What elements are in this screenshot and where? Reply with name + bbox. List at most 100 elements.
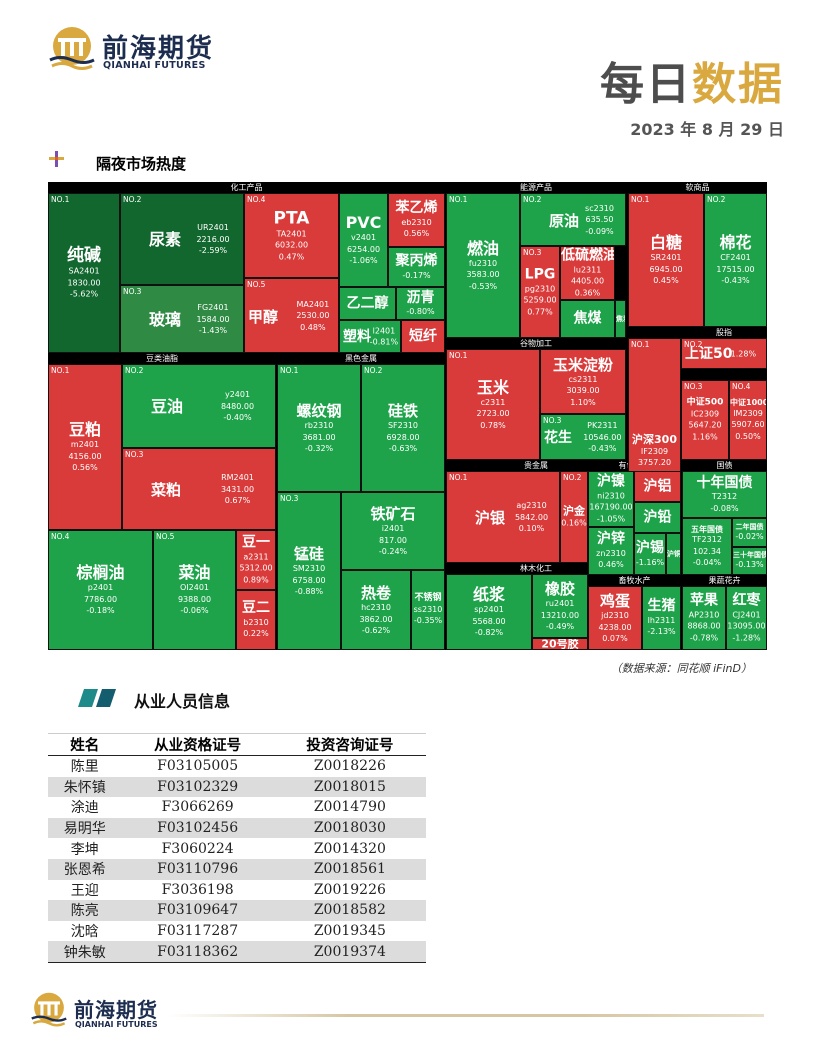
footer-brand-cn: 前海期货 (74, 998, 158, 1022)
table-row: 陈里 F03105005 Z0018226 (48, 756, 426, 777)
cell-price: 1584.00 (196, 314, 230, 324)
cell-price: 5647.20 (688, 420, 722, 430)
cell-change: -1.05% (596, 514, 626, 524)
cell-code: FG2401 (197, 302, 229, 312)
table-row: 陈亮 F03109647 Z0018582 (48, 900, 426, 921)
brand-logo-mark-icon (49, 27, 95, 70)
cell-name: 甲醇 (248, 307, 279, 326)
cell-code: m2401 (70, 440, 100, 450)
cell-content: 豆二 b2310 0.22% (237, 600, 275, 640)
cell-change: 1.16% (692, 432, 718, 442)
cell-rank: NO.1 (51, 366, 70, 375)
cell-name: 锰硅 (293, 544, 324, 563)
cell-price: 3757.20 (637, 458, 672, 468)
cell-code: zn2310 (596, 548, 626, 558)
table-cell: 沈晗 (70, 924, 99, 941)
cell-content: 中证1000 IM2309 5907.60 0.50% (730, 398, 766, 442)
table-row: 张恩希 F03110796 Z0018561 (48, 858, 426, 880)
cell-code: cs2311 (568, 374, 598, 384)
heatmap-cell: 鸡蛋 jd2310 4238.00 0.07% (588, 586, 642, 650)
table-cell: Z0018582 (273, 900, 426, 921)
heatmap-cell: 沪铅 (634, 502, 681, 533)
cell-change: 0.67% (224, 495, 251, 505)
cell-name: 聚丙烯 (395, 252, 438, 269)
cell-name: 原油 (549, 211, 580, 230)
cell-content: RM2401 3431.00 0.67% (200, 472, 275, 507)
heatmap-cell: 沪锌 zn2310 0.46% (588, 527, 634, 575)
cell-name: 棉花 (719, 233, 752, 253)
heatmap-cell: NO.2 上证50 1.28% (681, 338, 767, 369)
cell-name: 橡胶 (544, 579, 575, 598)
cell-name: 鸡蛋 (599, 591, 630, 610)
cell-change: -0.18% (86, 606, 115, 616)
cell-content: 沪铜 (667, 550, 680, 558)
cell-rank: NO.1 (631, 195, 650, 204)
cell-content: 焦炭 (616, 315, 625, 323)
cell-price: 2723.00 (476, 409, 510, 419)
cell-content: 豆一 a2311 5312.00 0.89% (237, 534, 275, 585)
cell-rank: NO.1 (449, 473, 468, 482)
cell-price: 5259.00 (523, 295, 557, 305)
heatmap-cell: 豆一 a2311 5312.00 0.89% (236, 530, 276, 590)
heatmap-cell: NO.5 菜油 OI2401 9388.00 -0.06% (153, 530, 236, 650)
cell-change: 0.46% (598, 560, 624, 570)
brand-logo: 前海期货 QIANHAI FUTURES (48, 26, 228, 76)
cell-name: 沥青 (406, 289, 435, 306)
table-cell: 钟朱敏 (48, 941, 122, 963)
cell-rank: NO.2 (563, 473, 582, 482)
cell-price: 6928.00 (386, 432, 420, 442)
sector-header: 谷物加工 (446, 338, 626, 349)
cell-content: 乙二醇 (340, 295, 395, 312)
cell-content: 棕榈油 p2401 7786.00 -0.18% (49, 563, 152, 617)
cell-name: 塑料 (343, 329, 371, 346)
cell-content: 纯碱 SA2401 1830.00 -5.62% (49, 246, 119, 301)
cell-code: ag2310 (516, 500, 547, 510)
table-cell: F03102329 (121, 776, 274, 798)
table-cell: 涂迪 (70, 800, 99, 817)
heatmap-cell: 苯乙烯 eb2310 0.56% (388, 193, 445, 247)
cell-content: 菜油 OI2401 9388.00 -0.06% (154, 563, 235, 617)
heatmap-cell: NO.3 玻璃 FG2401 1584.00 -1.43% (120, 285, 244, 353)
cell-content: 锰硅 SM2310 6758.00 -0.88% (278, 545, 340, 598)
cell-content: 沪金 0.16% (561, 505, 587, 530)
heatmap-cell: 沥青 -0.80% (396, 287, 445, 320)
table-cell: F03109647 (121, 900, 274, 921)
cell-change: 0.50% (735, 431, 761, 441)
cell-content: sc2310 635.50 -0.09% (574, 202, 625, 237)
cell-name: PVC (345, 213, 382, 233)
table-cell: F03102456 (121, 817, 274, 839)
heatmap-cell: 纸浆 sp2401 5568.00 -0.82% (446, 574, 532, 650)
cell-change: -0.13% (735, 560, 764, 570)
cell-content: 沪铅 (635, 509, 680, 526)
table-cell: F03117287 (157, 923, 239, 940)
cell-content: 豆粕 m2401 4156.00 0.56% (49, 420, 121, 474)
heatmap-cell: 焦煤 (560, 300, 615, 338)
heatmap-cell: NO.4 棕榈油 p2401 7786.00 -0.18% (48, 530, 153, 650)
table-cell: F03118362 (121, 941, 274, 963)
heatmap-cell: 十年国债 T2312 -0.08% (682, 471, 767, 518)
cell-change: 0.22% (243, 629, 269, 639)
cell-content: 1.28% (721, 348, 766, 360)
cell-content: PVC v2401 6254.00 -1.06% (340, 213, 387, 267)
cell-rank: NO.3 (125, 450, 144, 459)
cell-content: 不锈钢 ss2310 -0.35% (412, 593, 444, 627)
cell-content: y2401 8480.00 -0.40% (200, 389, 275, 424)
cell-change: 0.56% (72, 463, 98, 473)
cell-change: -5.62% (69, 289, 99, 299)
cell-code: CJ2401 (732, 610, 761, 620)
cell-code: rb2310 (304, 420, 334, 430)
heatmap-cell: 20号胶 (532, 638, 588, 650)
table-cell: 朱怀镇 (48, 776, 122, 798)
cell-rank: NO.3 (684, 382, 703, 391)
cell-name: 沪镍 (597, 473, 625, 490)
cell-content: 沥青 -0.80% (397, 289, 444, 317)
table-cell: Z0014320 (313, 840, 386, 857)
cell-price: 4238.00 (598, 622, 632, 632)
cell-code: pg2310 (524, 284, 556, 294)
cell-change: -2.13% (647, 627, 676, 637)
heatmap-cell: NO.1 豆粕 m2401 4156.00 0.56% (48, 364, 122, 530)
cell-name: 玉米淀粉 (552, 355, 613, 374)
cell-code: v2401 (350, 233, 377, 243)
cell-code: MA2401 (296, 299, 330, 309)
heatmap-cell: NO.1 沪银 ag2310 5842.00 0.10% (446, 471, 560, 563)
